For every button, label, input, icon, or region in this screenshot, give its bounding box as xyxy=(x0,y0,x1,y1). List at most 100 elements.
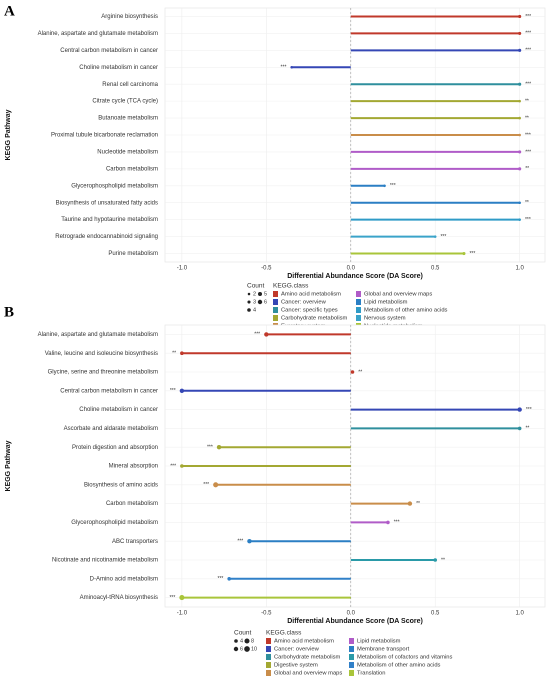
category-label: Renal cell carcinoma xyxy=(102,82,158,88)
lollipop-dot xyxy=(518,133,521,137)
x-tick-label: 0.0 xyxy=(347,266,356,272)
legend-label: Cancer: overview xyxy=(274,647,320,653)
lollipop-dot xyxy=(264,332,269,337)
panel-letter: A xyxy=(4,3,15,19)
significance: *** xyxy=(207,445,213,451)
legend-swatch xyxy=(266,662,271,668)
category-label: Glycine, serine and threonine metabolism xyxy=(48,370,158,376)
x-tick-label: 1.0 xyxy=(515,266,524,272)
lollipop-dot xyxy=(350,370,355,374)
lollipop-dot xyxy=(518,116,521,120)
category-label: Aminoacyl-tRNA biosynthesis xyxy=(80,595,158,601)
size-legend-dot xyxy=(257,291,263,297)
lollipop-dot xyxy=(518,218,521,221)
size-legend-dot xyxy=(247,308,251,312)
legend-swatch xyxy=(349,654,354,660)
significance: *** xyxy=(203,482,209,488)
category-label: Butanoate metabolism xyxy=(98,116,158,122)
size-legend-dot xyxy=(247,300,251,304)
significance: ** xyxy=(416,501,420,507)
legend-swatch xyxy=(349,662,354,668)
lollipop-dot xyxy=(386,520,390,525)
lollipop-dot xyxy=(213,482,219,488)
significance: ** xyxy=(525,200,529,206)
legend-label: Cancer: specific types xyxy=(281,308,338,314)
x-tick-label: 0.0 xyxy=(347,611,356,617)
x-tick-label: -0.5 xyxy=(261,611,272,617)
category-label: Biosynthesis of unsaturated fatty acids xyxy=(56,200,158,206)
legend-label: Global and overview maps xyxy=(274,671,342,677)
significance: ** xyxy=(525,426,529,432)
significance: *** xyxy=(237,539,243,545)
significance: ** xyxy=(525,115,529,121)
category-label: Alanine, aspartate and glutamate metabol… xyxy=(38,332,158,338)
legend-swatch xyxy=(349,638,354,644)
category-label: Glycerophospholipid metabolism xyxy=(71,520,158,526)
lollipop-dot xyxy=(179,595,185,601)
size-legend-dot xyxy=(233,646,239,652)
lollipop-dot xyxy=(180,464,184,468)
legend-swatch xyxy=(273,291,278,297)
significance: *** xyxy=(170,463,176,469)
legend-swatch xyxy=(356,299,361,305)
significance: *** xyxy=(394,520,400,526)
significance: ** xyxy=(525,166,529,172)
x-tick-label: -0.5 xyxy=(261,266,272,272)
lollipop-dot xyxy=(180,351,184,356)
x-tick-label: 0.5 xyxy=(431,611,440,617)
legend-swatch xyxy=(356,307,361,313)
size-legend-label: 5 xyxy=(264,291,267,297)
significance: *** xyxy=(390,183,396,189)
significance: *** xyxy=(218,576,224,582)
x-tick-label: 0.5 xyxy=(431,266,440,272)
category-label: Carbon metabolism xyxy=(106,501,158,507)
significance: *** xyxy=(525,14,531,20)
legend-swatch xyxy=(266,670,271,676)
legend-label: Lipid metabolism xyxy=(357,639,401,645)
lollipop-dot xyxy=(518,150,522,154)
legend-label: Metabolism of cofactors and vitamins xyxy=(357,655,452,661)
category-label: D-Amino acid metabolism xyxy=(90,576,158,582)
lollipop-dot xyxy=(517,407,522,412)
category-label: Proximal tubule bicarbonate reclamation xyxy=(51,133,158,139)
category-label: Central carbon metabolism in cancer xyxy=(60,48,158,54)
significance: *** xyxy=(170,388,176,394)
significance: *** xyxy=(281,65,287,71)
significance: *** xyxy=(525,82,531,88)
category-label: Mineral absorption xyxy=(109,464,158,470)
category-label: Carbon metabolism xyxy=(106,166,158,172)
lollipop-dot xyxy=(227,577,231,581)
significance: *** xyxy=(254,332,260,338)
category-label: Taurine and hypotaurine metabolism xyxy=(61,217,158,223)
significance: ** xyxy=(172,351,176,357)
lollipop-dot xyxy=(518,99,521,103)
category-label: Ascorbate and aldarate metabolism xyxy=(64,426,158,432)
significance: *** xyxy=(525,31,531,37)
legend-label: Membrane transport xyxy=(357,647,410,653)
size-legend-label: 8 xyxy=(251,638,254,644)
category-label: Retrograde endocannabinoid signaling xyxy=(55,234,158,240)
category-label: ABC transporters xyxy=(112,539,158,545)
significance: ** xyxy=(358,369,362,375)
size-legend-dot xyxy=(244,638,250,644)
category-label: Citrate cycle (TCA cycle) xyxy=(92,99,158,105)
lollipop-dot xyxy=(518,31,522,35)
legend-swatch xyxy=(266,654,271,660)
significance: *** xyxy=(525,217,531,223)
significance: *** xyxy=(526,407,532,413)
lollipop-dot xyxy=(383,184,386,188)
class-legend-title: KEGG.class xyxy=(266,630,302,637)
x-tick-label: -1.0 xyxy=(177,266,188,272)
significance: *** xyxy=(525,132,531,138)
size-legend-dot xyxy=(247,292,251,296)
size-legend-dot xyxy=(234,639,238,643)
legend-label: Cancer: overview xyxy=(281,300,327,306)
legend-label: Digestive system xyxy=(274,663,318,669)
size-legend-label: 6 xyxy=(240,646,243,652)
legend-label: Lipid metabolism xyxy=(364,300,408,306)
x-tick-label: -1.0 xyxy=(177,611,188,617)
lollipop-dot xyxy=(433,558,438,562)
size-legend-label: 10 xyxy=(251,646,257,652)
class-legend-title: KEGG.class xyxy=(273,283,309,290)
